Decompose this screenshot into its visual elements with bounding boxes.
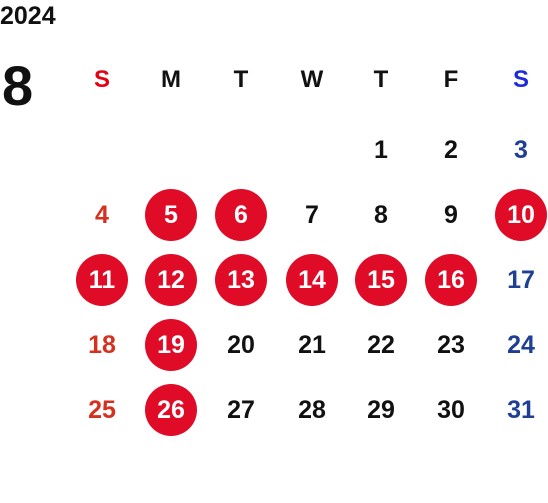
highlighted-day-12: 12 xyxy=(145,254,197,306)
highlighted-day-15: 15 xyxy=(355,254,407,306)
highlighted-day-10: 10 xyxy=(495,189,547,241)
day-9: 9 xyxy=(444,200,458,229)
weekday-header-row: S M T W T F S xyxy=(67,62,548,102)
highlighted-day-13: 13 xyxy=(215,254,267,306)
weekday-monday: M xyxy=(161,66,181,93)
day-20: 20 xyxy=(227,330,255,359)
day-29: 29 xyxy=(367,395,395,424)
highlighted-day-6: 6 xyxy=(215,189,267,241)
weekday-saturday: S xyxy=(512,66,529,93)
day-24: 24 xyxy=(507,330,535,359)
day-18: 18 xyxy=(88,330,116,359)
month-number: 8 xyxy=(2,54,34,117)
weekday-friday: F xyxy=(443,66,459,93)
highlighted-day-5: 5 xyxy=(145,189,197,241)
day-8: 8 xyxy=(374,200,388,229)
weekday-tuesday: T xyxy=(233,66,249,93)
day-30: 30 xyxy=(437,395,465,424)
day-17: 17 xyxy=(507,265,535,294)
day-22: 22 xyxy=(367,330,395,359)
year-label: 2024 xyxy=(0,2,56,30)
day-3: 3 xyxy=(514,135,528,164)
day-1: 1 xyxy=(374,135,388,164)
day-28: 28 xyxy=(298,395,326,424)
day-2: 2 xyxy=(444,135,458,164)
day-25: 25 xyxy=(88,395,116,424)
day-4: 4 xyxy=(95,200,109,229)
highlighted-day-11: 11 xyxy=(76,254,128,306)
day-21: 21 xyxy=(298,330,326,359)
day-27: 27 xyxy=(227,395,255,424)
highlighted-day-19: 19 xyxy=(145,319,197,371)
day-7: 7 xyxy=(305,200,319,229)
day-31: 31 xyxy=(507,395,535,424)
weekday-thursday: T xyxy=(373,66,389,93)
highlighted-day-14: 14 xyxy=(286,254,338,306)
highlighted-day-26: 26 xyxy=(145,384,197,436)
weekday-sunday: S xyxy=(93,66,110,93)
weekday-wednesday: W xyxy=(300,66,324,93)
highlighted-day-16: 16 xyxy=(425,254,477,306)
day-23: 23 xyxy=(437,330,465,359)
